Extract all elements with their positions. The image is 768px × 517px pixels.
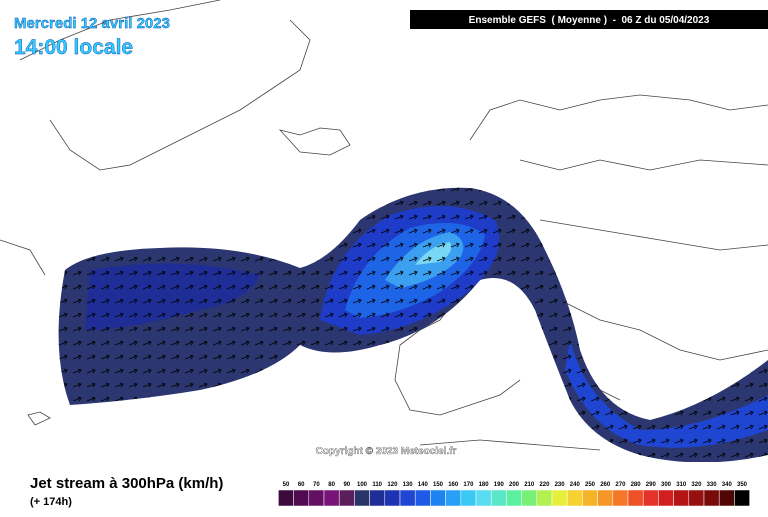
- legend-swatch: [536, 489, 553, 507]
- legend-label: 270: [615, 482, 626, 488]
- legend-label: 80: [328, 482, 335, 488]
- legend-swatch: [475, 489, 492, 507]
- copyright: Copyright © 2023 Meteociel.fr: [316, 446, 457, 457]
- legend-label: 340: [722, 482, 733, 488]
- color-legend: 50 60 70 80 90 100 110 120 130 140 150 160 170 180 190…: [278, 482, 750, 507]
- legend-label: 290: [646, 482, 657, 488]
- legend-swatch: [445, 489, 462, 507]
- legend-swatch: [521, 489, 538, 507]
- legend-swatch: [369, 489, 386, 507]
- legend-swatch: [673, 489, 690, 507]
- legend-label: 90: [343, 482, 350, 488]
- legend-swatch: [414, 489, 431, 507]
- legend-swatch: [551, 489, 568, 507]
- legend-label: 310: [676, 482, 687, 488]
- legend-label: 180: [479, 482, 490, 488]
- legend-swatch: [582, 489, 598, 507]
- legend-swatch: [323, 489, 340, 507]
- legend-swatch: [354, 489, 370, 507]
- legend-swatch: [293, 489, 310, 507]
- legend-label: 210: [524, 482, 535, 488]
- legend-swatch: [658, 489, 674, 507]
- legend-swatch: [642, 489, 659, 507]
- legend-label: 60: [298, 482, 305, 488]
- legend-label: 260: [600, 482, 611, 488]
- legend-swatch: [703, 489, 720, 507]
- legend-label: 350: [737, 482, 748, 488]
- local-time: 14:00 locale: [14, 36, 133, 59]
- legend-label: 330: [707, 482, 718, 488]
- legend-label: 110: [372, 482, 382, 488]
- legend-swatch: [597, 489, 614, 507]
- legend-swatch: [688, 489, 705, 507]
- legend-swatch: [734, 489, 750, 507]
- legend-swatch: [308, 489, 325, 507]
- legend-label: 300: [661, 482, 672, 488]
- legend-swatch: [612, 489, 629, 507]
- legend-label: 50: [283, 482, 290, 488]
- legend-label: 220: [539, 482, 550, 488]
- model-box: [410, 10, 768, 29]
- legend-swatch: [338, 489, 355, 507]
- legend-label: 250: [585, 482, 596, 488]
- legend-label: 160: [448, 482, 459, 488]
- legend-label: 320: [691, 482, 702, 488]
- legend-swatch: [430, 489, 446, 507]
- lead-time: (+ 174h): [30, 496, 72, 508]
- legend-label: 100: [357, 482, 368, 488]
- legend-swatch: [566, 489, 583, 507]
- legend-swatch: [278, 489, 294, 507]
- legend-label: 280: [631, 482, 642, 488]
- legend-label: 150: [433, 482, 444, 488]
- legend-label: 70: [313, 482, 320, 488]
- legend-label: 190: [494, 482, 505, 488]
- legend-label: 230: [555, 482, 566, 488]
- date: Mercredi 12 avril 2023: [14, 15, 170, 32]
- legend-label: 200: [509, 482, 520, 488]
- legend-swatch: [627, 489, 644, 507]
- legend-swatch: [399, 489, 416, 507]
- legend-swatch: [384, 489, 401, 507]
- footer-title: Jet stream à 300hPa (km/h): [30, 475, 223, 492]
- legend-swatch: [460, 489, 477, 507]
- legend-swatch: [490, 489, 507, 507]
- jet-stream: [58, 187, 768, 463]
- legend-label: 240: [570, 482, 581, 488]
- model-info: Ensemble GEFS ( Moyenne ) - 06 Z du 05/0…: [469, 15, 710, 26]
- legend-label: 120: [387, 482, 398, 488]
- legend-label: 140: [418, 482, 429, 488]
- legend-label: 170: [463, 482, 474, 488]
- legend-label: 130: [403, 482, 414, 488]
- legend-swatch: [718, 489, 735, 507]
- legend-swatch: [506, 489, 522, 507]
